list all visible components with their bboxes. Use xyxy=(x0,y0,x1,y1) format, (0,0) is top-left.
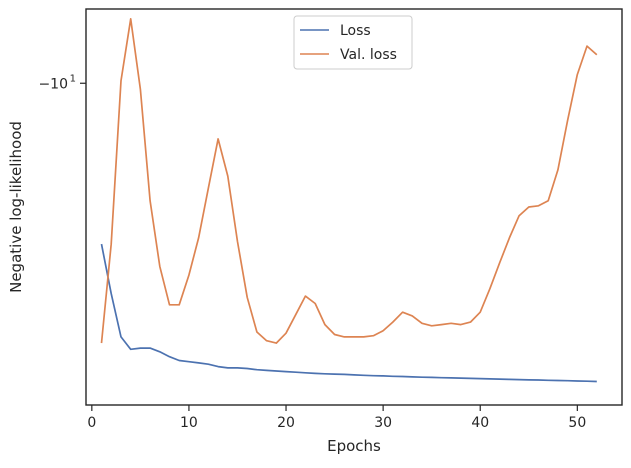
y-axis-label: Negative log-likelihood xyxy=(7,121,25,293)
x-tick-label: 40 xyxy=(471,415,489,431)
y-axis-ticks: −10 1 xyxy=(38,73,86,92)
legend-label-val-loss: Val. loss xyxy=(340,47,397,63)
x-tick-label: 10 xyxy=(180,415,198,431)
series-line-val-loss xyxy=(100,18,598,344)
legend: Loss Val. loss xyxy=(293,15,413,70)
x-axis-label: Epochs xyxy=(327,437,381,455)
x-axis-ticks: 0 10 20 30 40 50 xyxy=(87,405,586,431)
x-tick-label: 50 xyxy=(568,415,586,431)
y-tick-label: −10 xyxy=(38,76,68,92)
y-tick-exponent: 1 xyxy=(70,73,76,84)
series-line-loss xyxy=(100,243,597,383)
legend-label-loss: Loss xyxy=(340,23,371,39)
x-tick-label: 20 xyxy=(277,415,295,431)
x-tick-label: 0 xyxy=(87,415,96,431)
series-layer xyxy=(100,18,598,383)
x-tick-label: 30 xyxy=(374,415,392,431)
